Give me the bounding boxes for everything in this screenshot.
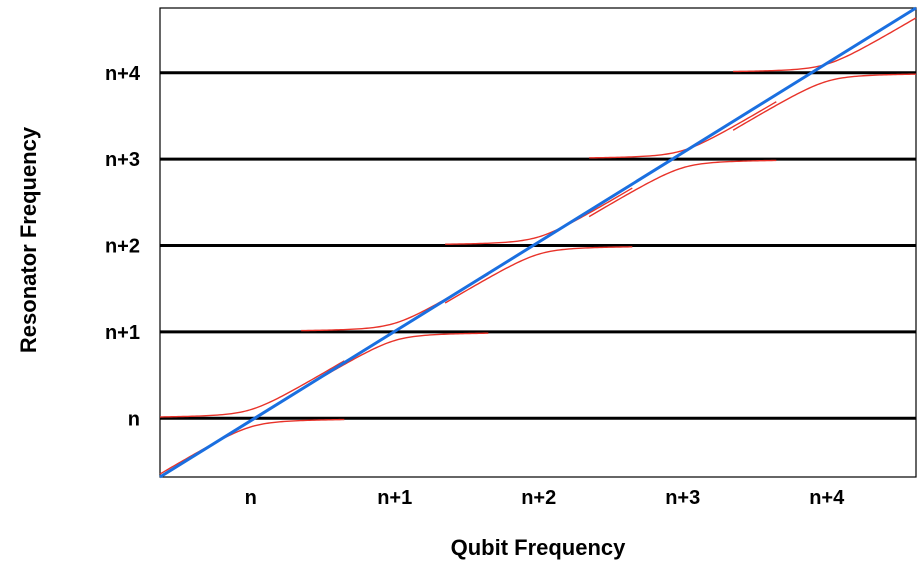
dressed-lower-branch-1 (300, 332, 489, 390)
dressed-lower-branch-3 (588, 159, 777, 218)
dressed-lower-branch-0 (159, 418, 345, 475)
dressed-states (159, 17, 917, 475)
dressed-upper-branch-1 (301, 273, 489, 332)
x-tick-label-2: n+2 (521, 487, 556, 509)
dressed-lower-branch-4 (732, 73, 917, 131)
dressed-lower-branch-2 (444, 246, 633, 304)
y-tick-label-1: n+1 (105, 322, 140, 344)
x-tick-label-4: n+4 (809, 487, 845, 509)
resonator-levels (160, 71, 916, 420)
plot-frame (159, 7, 917, 478)
y-axis-ticks: n n+1 n+2 n+3 n+4 (105, 63, 141, 430)
y-tick-label-2: n+2 (105, 236, 140, 258)
x-axis-ticks: n n+1 n+2 n+3 n+4 (245, 487, 845, 509)
dressed-upper-branch-3 (589, 101, 777, 159)
dressed-upper-branch-2 (445, 187, 633, 245)
dressed-upper-branch-0 (159, 360, 345, 418)
x-tick-label-0: n (245, 487, 257, 509)
x-axis-title: Qubit Frequency (451, 535, 627, 560)
x-tick-label-1: n+1 (377, 487, 412, 509)
x-tick-label-3: n+3 (665, 487, 700, 509)
y-tick-label-4: n+4 (105, 63, 141, 85)
qubit-frequency-line (159, 6, 917, 479)
y-tick-label-0: n (128, 408, 140, 430)
y-tick-label-3: n+3 (105, 149, 140, 171)
qubit-line (159, 6, 917, 479)
y-axis-title: Resonator Frequency (16, 126, 41, 353)
